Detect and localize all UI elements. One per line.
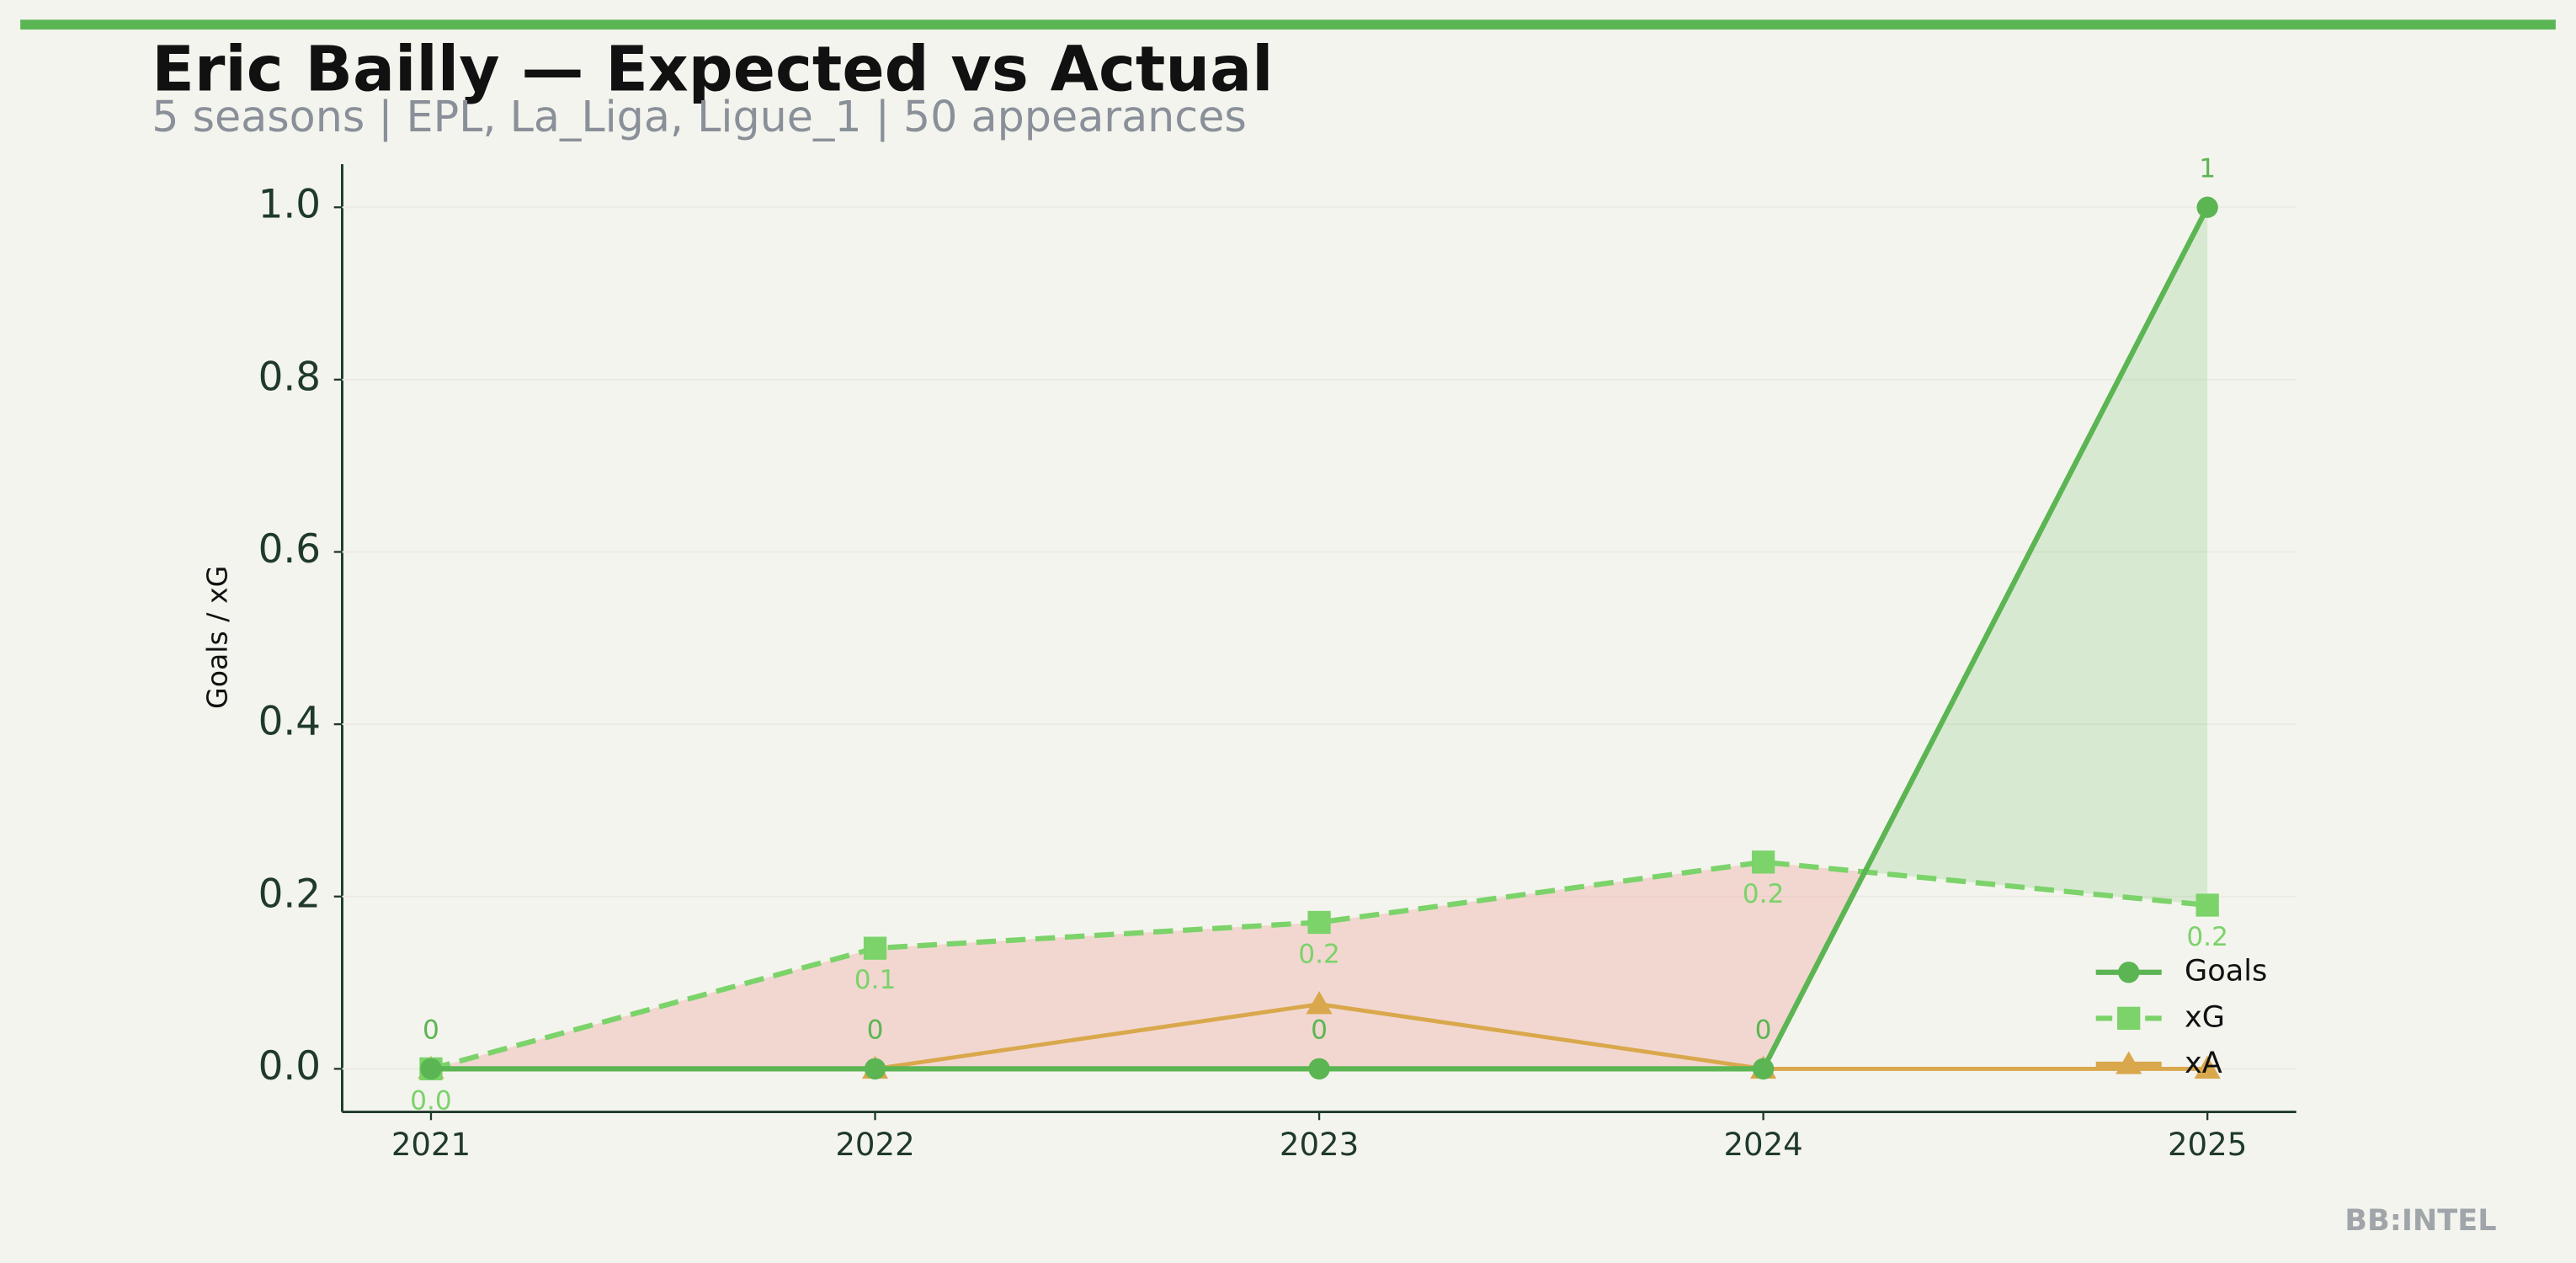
data-label: 0 — [423, 1015, 439, 1046]
fill-area — [875, 922, 1320, 1069]
marker — [2116, 1051, 2142, 1074]
data-label: 0 — [1755, 1015, 1772, 1046]
data-label: 1 — [2199, 153, 2216, 184]
data-label: 0.0 — [410, 1085, 452, 1116]
y-tick-label: 0.0 — [258, 1044, 321, 1090]
top-bar — [20, 19, 2556, 30]
marker — [1306, 991, 1333, 1015]
legend-label: xA — [2185, 1046, 2222, 1080]
y-tick-label: 0.2 — [258, 871, 321, 917]
data-label: 0 — [867, 1015, 884, 1046]
y-tick-label: 0.4 — [258, 700, 321, 745]
chart-title: Eric Bailly — Expected vs Actual — [152, 33, 1273, 105]
data-label: 0.2 — [1743, 879, 1785, 909]
y-tick-label: 0.8 — [258, 354, 321, 400]
x-tick-label: 2025 — [2168, 1127, 2247, 1163]
chart-subtitle: 5 seasons | EPL, La_Liga, Ligue_1 | 50 a… — [152, 92, 1247, 142]
data-label: 0 — [1311, 1015, 1328, 1046]
marker — [1752, 1058, 1775, 1080]
marker — [864, 1058, 886, 1080]
y-tick-label: 0.6 — [258, 527, 321, 573]
marker — [1751, 850, 1775, 874]
marker — [1307, 910, 1331, 935]
data-label: 0.2 — [1298, 939, 1340, 969]
marker — [2194, 1055, 2221, 1079]
marker — [1308, 1058, 1330, 1080]
y-axis-label: Goals / xG — [201, 566, 234, 709]
y-tick-label: 1.0 — [258, 183, 321, 228]
x-tick-label: 2021 — [391, 1127, 471, 1163]
data-label: 0.2 — [2186, 922, 2228, 952]
fill-area — [1319, 861, 1764, 1069]
fill-area — [1865, 207, 2208, 905]
x-tick-label: 2024 — [1723, 1127, 1802, 1163]
marker — [2195, 893, 2219, 917]
watermark: BB:INTEL — [2344, 1203, 2496, 1238]
data-label: 0.1 — [854, 965, 897, 995]
legend-label: Goals — [2185, 954, 2267, 989]
legend-label: xG — [2185, 999, 2225, 1034]
marker — [2117, 1006, 2141, 1031]
x-tick-label: 2023 — [1280, 1127, 1359, 1163]
marker — [2196, 196, 2218, 218]
marker — [2118, 962, 2140, 983]
x-tick-label: 2022 — [835, 1127, 914, 1163]
marker — [863, 936, 887, 960]
marker — [420, 1058, 442, 1080]
